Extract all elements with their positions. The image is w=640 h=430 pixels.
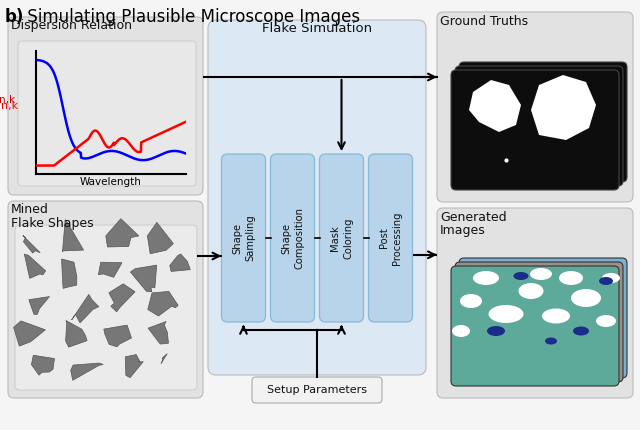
Ellipse shape	[518, 283, 543, 299]
Polygon shape	[109, 284, 135, 312]
Polygon shape	[147, 222, 173, 254]
Polygon shape	[161, 354, 167, 363]
FancyBboxPatch shape	[455, 262, 623, 382]
FancyBboxPatch shape	[455, 66, 623, 186]
Polygon shape	[29, 297, 49, 314]
FancyBboxPatch shape	[271, 154, 314, 322]
FancyBboxPatch shape	[451, 70, 619, 190]
Ellipse shape	[487, 326, 505, 336]
Text: Ground Truths: Ground Truths	[440, 15, 528, 28]
Ellipse shape	[460, 294, 482, 308]
Text: Images: Images	[440, 224, 486, 237]
FancyBboxPatch shape	[459, 258, 627, 378]
FancyBboxPatch shape	[8, 17, 203, 195]
Ellipse shape	[473, 271, 499, 285]
Polygon shape	[31, 355, 54, 375]
Text: Mined: Mined	[11, 203, 49, 216]
FancyBboxPatch shape	[319, 154, 364, 322]
Text: Shape
Sampling: Shape Sampling	[232, 215, 255, 261]
FancyBboxPatch shape	[8, 201, 203, 398]
Polygon shape	[125, 355, 143, 378]
Text: Post
Processing: Post Processing	[379, 211, 402, 265]
Polygon shape	[99, 262, 122, 277]
FancyBboxPatch shape	[208, 20, 426, 375]
Ellipse shape	[545, 338, 557, 344]
Polygon shape	[106, 219, 139, 247]
Ellipse shape	[452, 325, 470, 337]
Text: Dispersion Relation: Dispersion Relation	[11, 19, 132, 32]
Polygon shape	[63, 220, 84, 252]
Ellipse shape	[602, 273, 620, 283]
Ellipse shape	[573, 326, 589, 335]
Polygon shape	[66, 320, 87, 347]
Ellipse shape	[571, 289, 601, 307]
FancyBboxPatch shape	[369, 154, 413, 322]
Polygon shape	[148, 322, 168, 344]
FancyBboxPatch shape	[451, 266, 619, 386]
Text: Shape
Composition: Shape Composition	[281, 207, 304, 269]
Polygon shape	[24, 254, 45, 278]
Polygon shape	[131, 265, 157, 292]
FancyBboxPatch shape	[437, 12, 633, 202]
Polygon shape	[13, 321, 45, 346]
FancyBboxPatch shape	[15, 225, 197, 390]
Text: Mask
Coloring: Mask Coloring	[330, 217, 353, 259]
Ellipse shape	[559, 271, 583, 285]
FancyBboxPatch shape	[437, 208, 633, 398]
Text: n,k: n,k	[0, 95, 15, 105]
X-axis label: Wavelength: Wavelength	[80, 177, 142, 187]
Text: Generated: Generated	[440, 211, 507, 224]
Ellipse shape	[599, 277, 613, 285]
Polygon shape	[72, 295, 99, 323]
Polygon shape	[104, 325, 131, 347]
Text: n,k: n,k	[1, 101, 18, 111]
Polygon shape	[61, 259, 77, 289]
Text: Setup Parameters: Setup Parameters	[267, 385, 367, 395]
FancyBboxPatch shape	[252, 377, 382, 403]
Polygon shape	[531, 75, 596, 140]
Polygon shape	[170, 254, 190, 271]
Text: b): b)	[5, 8, 24, 26]
Polygon shape	[469, 80, 521, 132]
Text: Flake Shapes: Flake Shapes	[11, 217, 93, 230]
Polygon shape	[71, 363, 103, 380]
Ellipse shape	[488, 305, 524, 323]
Ellipse shape	[542, 308, 570, 323]
Text: Flake Simulation: Flake Simulation	[262, 22, 372, 35]
Ellipse shape	[596, 315, 616, 327]
Ellipse shape	[513, 272, 529, 280]
FancyBboxPatch shape	[459, 62, 627, 182]
FancyBboxPatch shape	[18, 41, 196, 186]
FancyBboxPatch shape	[221, 154, 266, 322]
Ellipse shape	[530, 268, 552, 280]
Polygon shape	[23, 236, 40, 253]
Polygon shape	[148, 292, 178, 316]
Text: Simulating Plausible Microscope Images: Simulating Plausible Microscope Images	[22, 8, 360, 26]
